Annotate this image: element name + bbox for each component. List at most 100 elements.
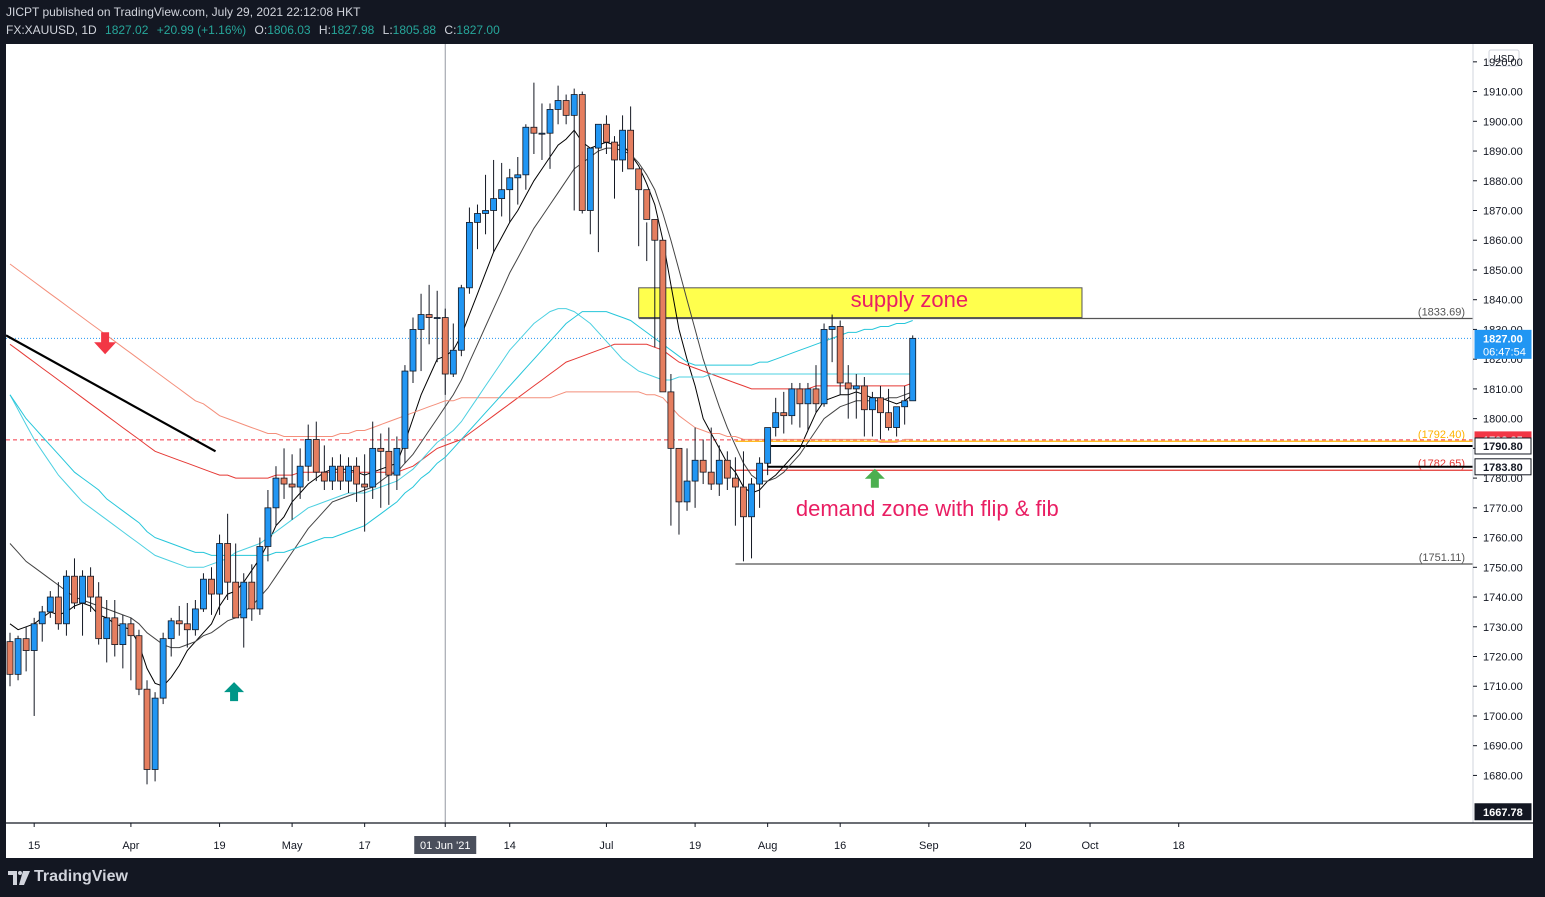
candle-body: [804, 388, 812, 405]
candle-body: [224, 543, 232, 583]
price-tick-label: 1800.00: [1483, 414, 1523, 426]
moving-average-line: [9, 263, 913, 443]
candle-body: [30, 623, 38, 651]
candle-body: [425, 314, 433, 318]
price-tick-label: 1700.00: [1483, 711, 1523, 723]
close-label: C:: [444, 23, 457, 37]
chart-header: JICPT published on TradingView.com, July…: [0, 0, 1545, 44]
ohlc-legend: FX:XAUUSD, 1D 1827.02 +20.99 (+1.16%) O:…: [6, 23, 505, 37]
last-price: 1827.02: [105, 23, 149, 37]
price-tick-label: 1920.00: [1483, 57, 1523, 69]
candle-body: [836, 326, 844, 384]
price-change: +20.99 (+1.16%): [156, 23, 247, 37]
price-tick-label: 1850.00: [1483, 265, 1523, 277]
price-tick-label: 1730.00: [1483, 622, 1523, 634]
teal-up-arrow-icon: [224, 682, 245, 702]
candle-body: [393, 447, 401, 476]
candle-body: [361, 483, 369, 488]
moving-average-line: [9, 308, 913, 568]
time-tick-label: Aug: [758, 840, 778, 852]
candle-body: [167, 620, 175, 640]
price-tick-label: 1900.00: [1483, 116, 1523, 128]
price-level-label: (1751.11): [1419, 552, 1465, 564]
close-value: 1827.00: [456, 23, 500, 37]
candle-body: [828, 326, 836, 330]
candle-body: [796, 388, 804, 405]
candle-body: [812, 388, 820, 405]
candle-body: [183, 623, 191, 631]
publish-info: JICPT published on TradingView.com, July…: [6, 5, 361, 19]
currency-box: [1488, 49, 1520, 67]
chart-footer: TradingView: [0, 858, 1545, 897]
time-tick-label: Apr: [122, 840, 139, 852]
candle-body: [143, 688, 151, 770]
candle-body: [691, 459, 699, 482]
candle-body: [54, 596, 62, 625]
candle-body: [667, 391, 675, 449]
candle-body: [296, 465, 304, 488]
price-tick-label: 1860.00: [1483, 235, 1523, 247]
time-tick-label: 15: [28, 840, 40, 852]
candle-body: [79, 575, 86, 604]
candle-body: [264, 507, 272, 547]
low-value: 1805.88: [392, 23, 437, 37]
candle-body: [63, 575, 70, 625]
candle-body: [893, 406, 900, 428]
candle-body: [772, 412, 780, 428]
candle-body: [159, 638, 167, 699]
candle-body: [852, 385, 860, 390]
candle-body: [304, 439, 312, 467]
price-level-label: (1833.69): [1418, 306, 1465, 318]
candle-body: [353, 465, 360, 485]
time-tick-label: 19: [689, 840, 701, 852]
candle-body: [200, 578, 207, 610]
red-down-arrow-icon: [94, 332, 117, 355]
candle-body: [764, 427, 772, 464]
candle-body: [490, 198, 498, 211]
open-label: O:: [254, 23, 268, 37]
candle-body: [643, 189, 651, 220]
price-tick-label: 1690.00: [1483, 741, 1523, 753]
candle-body: [337, 465, 344, 482]
candle-body: [635, 168, 643, 191]
candle-body: [820, 329, 828, 405]
crosshair-date-badge: [414, 836, 477, 854]
candle-body: [111, 617, 119, 646]
candle-body: [127, 623, 135, 637]
price-badge-label: 1667.78: [1483, 807, 1523, 819]
symbol-label[interactable]: FX:XAUUSD, 1D: [6, 23, 97, 37]
candle-body: [748, 483, 755, 518]
tradingview-logo[interactable]: TradingView: [34, 868, 128, 885]
candle-body: [723, 459, 731, 479]
high-value: 1827.98: [330, 23, 375, 37]
candle-body: [909, 337, 917, 402]
candle-body: [71, 575, 78, 604]
price-badge: [1474, 458, 1532, 476]
price-tick-label: 1720.00: [1483, 651, 1523, 663]
chart-pane[interactable]: (1833.69) (1792.40) (1782.65) (1751.11) supp…: [5, 44, 1533, 858]
candle-body: [877, 397, 884, 414]
supply-zone-box: [638, 287, 1083, 319]
price-chart[interactable]: (1833.69) (1792.40) (1782.65) (1751.11) supp…: [5, 44, 1533, 858]
candle-body: [38, 611, 46, 625]
candle-body: [401, 370, 409, 449]
candle-body: [885, 412, 892, 428]
time-tick-label: May: [282, 840, 303, 852]
candle-body: [788, 388, 796, 417]
candle-body: [675, 447, 683, 503]
candle-body: [683, 480, 691, 503]
price-badge: [1474, 803, 1532, 821]
price-tick-label: 1770.00: [1483, 503, 1523, 515]
candle-body: [457, 287, 465, 351]
candle-body: [256, 546, 264, 610]
candle-body: [14, 638, 22, 675]
price-tick-label: 1890.00: [1483, 146, 1523, 158]
trendline: [5, 334, 217, 453]
candle-body: [901, 400, 909, 408]
candle-body: [208, 578, 215, 595]
candle-body: [860, 385, 868, 411]
candle-body: [87, 575, 94, 598]
candle-body: [707, 471, 715, 485]
candle-body: [554, 100, 562, 110]
price-level-label: (1782.65): [1418, 458, 1465, 470]
